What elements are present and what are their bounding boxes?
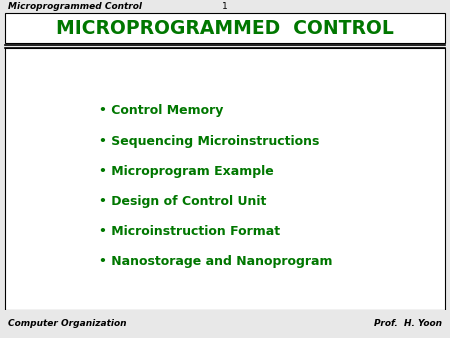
Text: Prof.  H. Yoon: Prof. H. Yoon bbox=[374, 319, 442, 329]
Text: • Microinstruction Format: • Microinstruction Format bbox=[99, 225, 280, 238]
Text: • Nanostorage and Nanoprogram: • Nanostorage and Nanoprogram bbox=[99, 255, 333, 268]
Bar bbox=[5, 13, 445, 43]
Text: 1: 1 bbox=[222, 2, 228, 11]
Text: • Sequencing Microinstructions: • Sequencing Microinstructions bbox=[99, 135, 320, 147]
Text: Microprogrammed Control: Microprogrammed Control bbox=[8, 2, 142, 11]
Bar bbox=[0, 310, 450, 338]
Bar bbox=[0, 0, 450, 13]
Text: • Microprogram Example: • Microprogram Example bbox=[99, 165, 274, 178]
Text: Computer Organization: Computer Organization bbox=[8, 319, 126, 329]
Bar bbox=[5, 48, 445, 310]
Text: MICROPROGRAMMED  CONTROL: MICROPROGRAMMED CONTROL bbox=[56, 19, 394, 38]
Text: • Design of Control Unit: • Design of Control Unit bbox=[99, 195, 266, 208]
Text: • Control Memory: • Control Memory bbox=[99, 104, 223, 117]
